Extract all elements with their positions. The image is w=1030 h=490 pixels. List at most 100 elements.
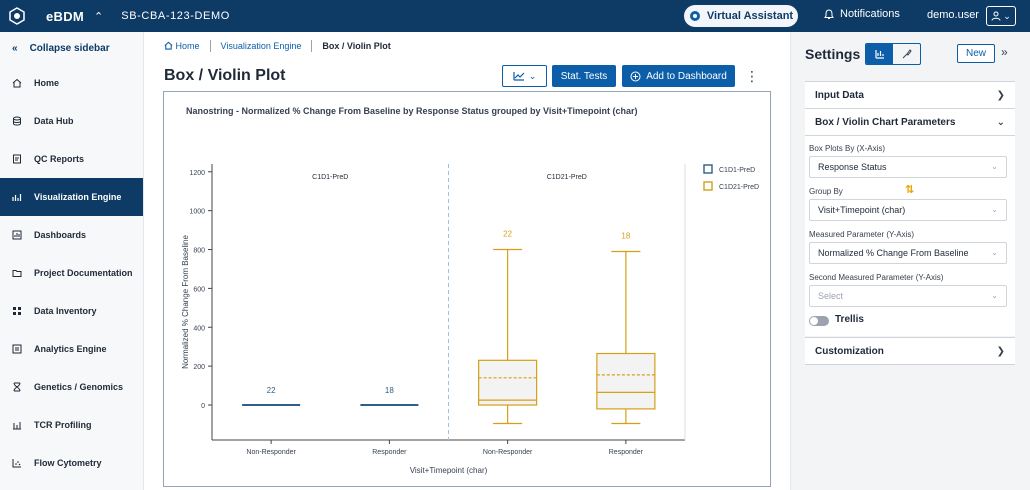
brush-icon: [902, 49, 912, 59]
x-axis-label: Visit+Timepoint (char): [410, 466, 488, 475]
chart-parameters-section[interactable]: Box / Violin Chart Parameters ⌄: [805, 108, 1015, 136]
chart-icon: [874, 50, 884, 59]
sidebar-item-tcr-profiling[interactable]: TCR Profiling: [0, 406, 143, 444]
chevron-right-icon: ❯: [996, 90, 1005, 101]
y-tick-label: 0: [201, 403, 205, 410]
grid-icon: [13, 307, 21, 315]
home-icon: [12, 78, 22, 88]
group-by-value: Visit+Timepoint (char): [818, 205, 906, 215]
legend-swatch: [703, 164, 713, 174]
chart-type-dropdown[interactable]: ⌄: [502, 65, 547, 87]
box: [478, 359, 538, 406]
sidebar-item-label: Dashboards: [34, 230, 87, 240]
double-chevron-right-icon[interactable]: »: [1001, 45, 1008, 59]
sidebar-item-qc-reports[interactable]: QC Reports: [0, 140, 143, 178]
sidebar-item-label: Home: [34, 78, 60, 88]
second-measured-parameter-placeholder: Select: [818, 291, 844, 301]
new-button[interactable]: New: [957, 44, 995, 63]
sidebar-item-dashboards[interactable]: Dashboards: [0, 216, 143, 254]
customization-label: Customization: [815, 345, 884, 357]
chart-parameters-label: Box / Violin Chart Parameters: [815, 116, 956, 128]
y-tick-label: 800: [193, 248, 205, 255]
chevron-down-icon: ⌄: [1003, 10, 1011, 21]
input-data-label: Input Data: [815, 89, 864, 101]
legend-label: C1D21-PreD: [719, 184, 759, 191]
settings-title: Settings: [805, 46, 861, 62]
stat-tests-button[interactable]: Stat. Tests: [552, 65, 616, 87]
chart-title: Nanostring - Normalized % Change From Ba…: [186, 106, 638, 116]
x-tick-label: Non-Responder: [483, 449, 533, 456]
page-title: Box / Violin Plot: [164, 67, 286, 84]
box-plots-by-label: Box Plots By (X-Axis): [809, 144, 886, 153]
sidebar-item-data-inventory[interactable]: Data Inventory: [0, 292, 143, 330]
notifications-label: Notifications: [840, 8, 900, 20]
chevron-down-icon: ⌄: [991, 248, 998, 257]
group-by-select[interactable]: Visit+Timepoint (char) ⌄: [809, 199, 1007, 221]
measured-parameter-select[interactable]: Normalized % Change From Baseline ⌄: [809, 242, 1007, 264]
add-to-dashboard-button[interactable]: Add to Dashboard: [622, 65, 735, 87]
sidebar-item-label: Genetics / Genomics: [34, 382, 124, 392]
second-measured-parameter-label: Second Measured Parameter (Y-Axis): [809, 273, 944, 282]
y-tick-label: 200: [193, 364, 205, 371]
y-axis-label: Normalized % Change From Baseline: [181, 235, 190, 369]
chart-icon: [12, 194, 22, 201]
y-tick-label: 1000: [189, 209, 205, 216]
breadcrumb: Home Visualization Engine Box / Violin P…: [164, 40, 391, 52]
user-menu-button[interactable]: ⌄: [986, 6, 1016, 26]
collapse-sidebar-label: Collapse sidebar: [29, 42, 110, 54]
flow-icon: [12, 459, 21, 468]
app-name: eBDM: [46, 8, 85, 24]
breadcrumb-home[interactable]: Home: [164, 41, 200, 51]
second-measured-parameter-select[interactable]: Select ⌄: [809, 285, 1007, 307]
tcr-icon: [13, 422, 21, 430]
virtual-assistant-button[interactable]: Virtual Assistant: [684, 5, 798, 27]
sidebar-item-label: Analytics Engine: [34, 344, 107, 354]
user-icon: [991, 11, 1001, 21]
group-label: C1D21-PreD: [547, 174, 587, 181]
measured-parameter-value: Normalized % Change From Baseline: [818, 248, 969, 258]
sidebar-item-genetics-genomics[interactable]: Genetics / Genomics: [0, 368, 143, 406]
box-count-label: 22: [267, 386, 276, 395]
customization-section[interactable]: Customization ❯: [805, 337, 1015, 365]
box-count-label: 22: [503, 230, 512, 239]
sidebar-item-visualization-engine[interactable]: Visualization Engine: [0, 178, 143, 216]
sidebar-item-label: Project Documentation: [34, 268, 133, 278]
dashboard-icon: [12, 230, 22, 240]
chart-panel: Nanostring - Normalized % Change From Ba…: [163, 91, 771, 487]
user-name: demo.user: [927, 9, 979, 21]
box-count-label: 18: [385, 386, 394, 395]
y-tick-label: 400: [193, 325, 205, 332]
collapse-sidebar-button[interactable]: « Collapse sidebar: [0, 32, 143, 64]
breadcrumb-home-label: Home: [175, 41, 200, 51]
sidebar-item-flow-cytometry[interactable]: Flow Cytometry: [0, 444, 143, 482]
box-plots-by-select[interactable]: Response Status ⌄: [809, 156, 1007, 178]
sidebar-item-project-documentation[interactable]: Project Documentation: [0, 254, 143, 292]
bell-icon: [824, 8, 834, 19]
view-toggle: [865, 43, 921, 65]
settings-panel: Settings New » Input Data ❯ Box / Violin…: [790, 32, 1030, 490]
group-label: C1D1-PreD: [312, 174, 348, 181]
chevron-right-icon: ❯: [996, 346, 1005, 357]
swap-icon[interactable]: ⇅: [905, 184, 915, 196]
add-to-dashboard-label: Add to Dashboard: [646, 70, 727, 82]
chevron-down-icon: ⌄: [991, 291, 998, 300]
legend-swatch: [703, 181, 713, 191]
sidebar-item-home[interactable]: Home: [0, 64, 143, 102]
chevron-down-icon: ⌄: [991, 205, 998, 214]
sidebar-item-data-hub[interactable]: Data Hub: [0, 102, 143, 140]
input-data-section[interactable]: Input Data ❯: [805, 81, 1015, 109]
report-icon: [13, 154, 21, 164]
chevron-up-icon[interactable]: ⌃: [94, 10, 104, 23]
plus-circle-icon: [630, 71, 641, 81]
sidebar-item-label: TCR Profiling: [34, 420, 92, 430]
notifications-button[interactable]: Notifications: [824, 8, 900, 20]
breadcrumb-visualization-engine[interactable]: Visualization Engine: [220, 41, 302, 51]
app-logo-icon[interactable]: [2, 0, 32, 32]
chart-view-button[interactable]: [866, 44, 893, 64]
sidebar-item-label: QC Reports: [34, 154, 85, 164]
sidebar-item-analytics-engine[interactable]: Analytics Engine: [0, 330, 143, 368]
breadcrumb-current: Box / Violin Plot: [322, 41, 391, 51]
trellis-toggle[interactable]: [809, 316, 829, 326]
more-options-icon[interactable]: ⋮: [745, 68, 759, 84]
brush-view-button[interactable]: [893, 44, 920, 64]
